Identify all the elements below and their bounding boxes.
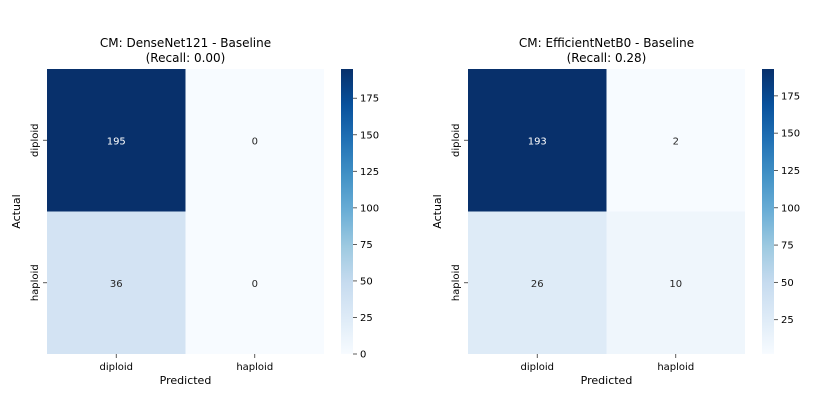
colorbar-tick-label: 150 [781,129,800,140]
y-tick-label: haploid [30,264,41,301]
heatmap-cell [47,211,186,354]
heatmap-cell [468,69,607,212]
colorbar-tick-label: 75 [360,240,373,251]
chart-title: CM: DenseNet121 - Baseline [100,36,271,50]
cell-value-label: 36 [110,279,123,290]
x-tick-label: haploid [236,362,273,373]
chart-title: CM: EfficientNetB0 - Baseline [519,36,694,50]
chart-subtitle: (Recall: 0.00) [146,51,226,65]
colorbar-tick-label: 25 [360,313,373,324]
heatmap-cell [468,211,607,354]
y-tick-label: haploid [451,264,462,301]
colorbar-tick-label: 25 [781,315,794,326]
heatmap-cell [606,211,745,354]
colorbar-tick-label: 175 [781,91,800,102]
x-tick-label: diploid [100,362,134,373]
cell-value-label: 195 [107,136,126,147]
colorbar-tick-label: 125 [360,167,379,178]
cell-value-label: 10 [669,279,682,290]
heatmap-cell [185,69,324,212]
y-tick-label: diploid [451,124,462,158]
colorbar-tick-label: 100 [360,203,379,214]
x-tick-label: diploid [521,362,555,373]
confusion-matrix-panel-1: CM: DenseNet121 - Baseline(Recall: 0.00)… [10,36,379,387]
chart-subtitle: (Recall: 0.28) [567,51,647,65]
colorbar-tick-label: 50 [360,276,373,287]
colorbar-tick-label: 125 [781,166,800,177]
colorbar [341,69,353,354]
y-tick-label: diploid [30,124,41,158]
y-axis-label: Actual [431,194,444,228]
heatmap-cell [606,69,745,212]
cell-value-label: 0 [252,136,258,147]
x-tick-label: haploid [657,362,694,373]
x-axis-label: Predicted [581,374,633,387]
x-axis-label: Predicted [160,374,212,387]
colorbar [762,69,774,354]
colorbar-tick-label: 75 [781,241,794,252]
heatmap-cell [185,211,324,354]
colorbar-tick-label: 150 [360,130,379,141]
colorbar-tick-label: 100 [781,203,800,214]
heatmap-cell [47,69,186,212]
cell-value-label: 2 [673,136,679,147]
confusion-matrix-panel-2: CM: EfficientNetB0 - Baseline(Recall: 0.… [431,36,800,387]
colorbar-tick-label: 50 [781,278,794,289]
cell-value-label: 26 [531,279,544,290]
cell-value-label: 0 [252,279,258,290]
colorbar-tick-label: 175 [360,94,379,105]
cell-value-label: 193 [528,136,547,147]
colorbar-tick-label: 0 [360,350,366,361]
y-axis-label: Actual [10,194,23,228]
